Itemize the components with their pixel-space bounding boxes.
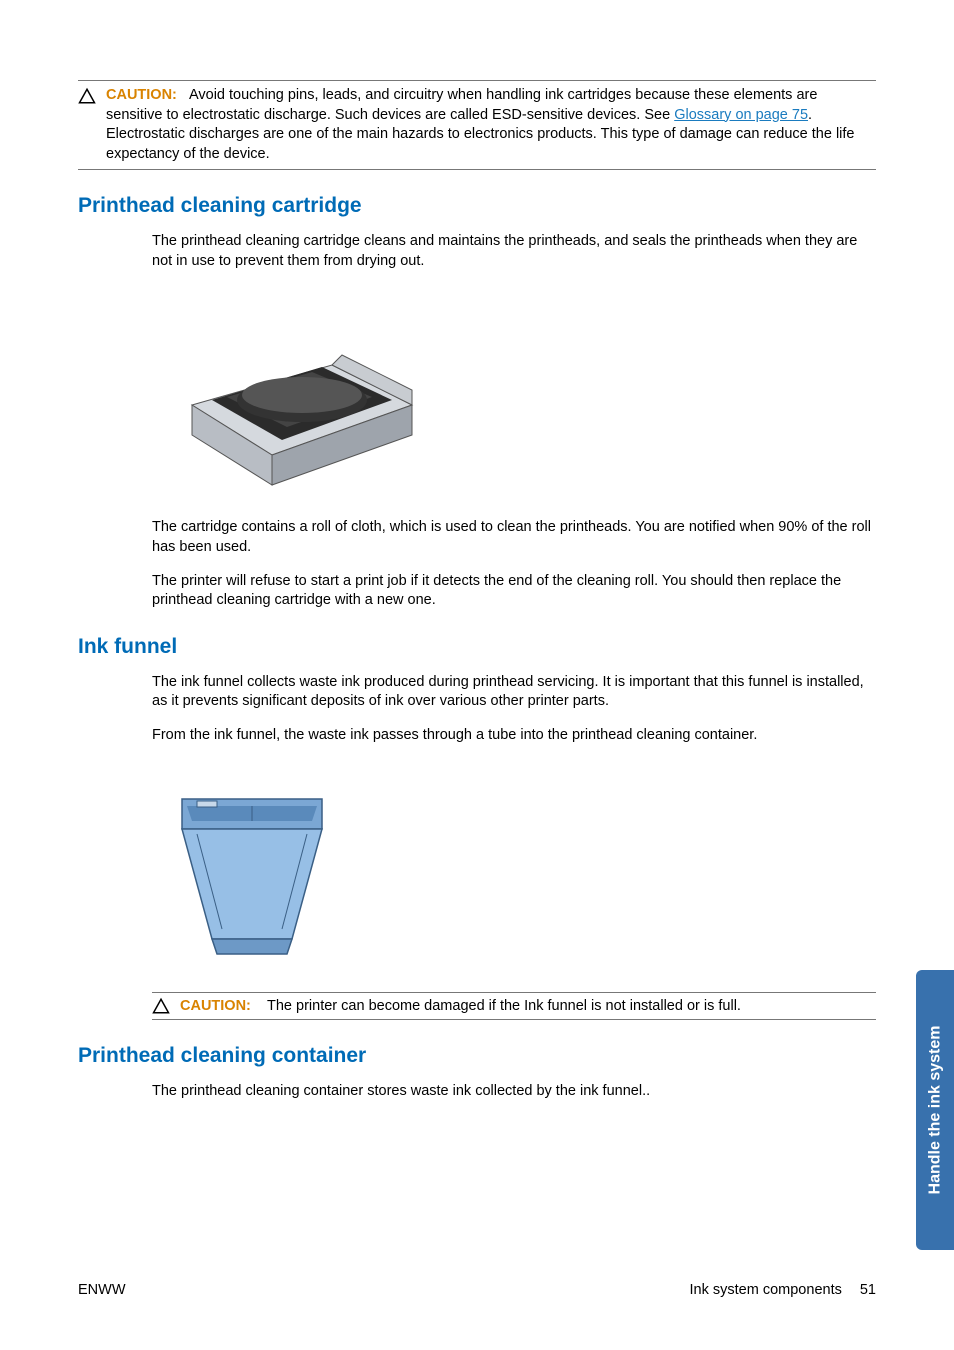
caution-box-2: CAUTION: The printer can become damaged … — [152, 992, 876, 1020]
caution-box-1: CAUTION: Avoid touching pins, leads, and… — [78, 80, 876, 170]
sec1-p3: The printer will refuse to start a print… — [152, 572, 876, 611]
heading-cleaning-container: Printhead cleaning container — [78, 1044, 876, 1068]
caution-triangle-icon-2 — [152, 997, 170, 1015]
side-tab: Handle the ink system — [916, 970, 954, 1250]
footer-page-number: 51 — [860, 1282, 876, 1298]
side-tab-label: Handle the ink system — [926, 1026, 944, 1195]
sec1-p2: The cartridge contains a roll of cloth, … — [152, 518, 876, 557]
sec1-p1: The printhead cleaning cartridge cleans … — [152, 232, 876, 271]
footer-section-title: Ink system components — [690, 1282, 842, 1298]
heading-printhead-cartridge: Printhead cleaning cartridge — [78, 194, 876, 218]
caution-text-1: CAUTION: Avoid touching pins, leads, and… — [106, 86, 876, 164]
sec3-p1: The printhead cleaning container stores … — [152, 1082, 876, 1102]
caution-text-2: CAUTION: The printer can become damaged … — [180, 998, 741, 1014]
caution-label-1: CAUTION: — [106, 87, 177, 103]
glossary-link[interactable]: Glossary on page 75 — [674, 107, 808, 123]
caution-label-2: CAUTION: — [180, 998, 251, 1014]
sec2-p1: The ink funnel collects waste ink produc… — [152, 673, 876, 712]
page-footer: ENWW Ink system components 51 — [78, 1282, 876, 1298]
heading-ink-funnel: Ink funnel — [78, 635, 876, 659]
printhead-cartridge-image — [152, 285, 876, 500]
caution2-text: The printer can become damaged if the In… — [267, 998, 741, 1014]
caution-triangle-icon — [78, 87, 96, 105]
footer-left: ENWW — [78, 1282, 126, 1298]
ink-funnel-image — [152, 759, 876, 974]
sec2-p2: From the ink funnel, the waste ink passe… — [152, 726, 876, 746]
